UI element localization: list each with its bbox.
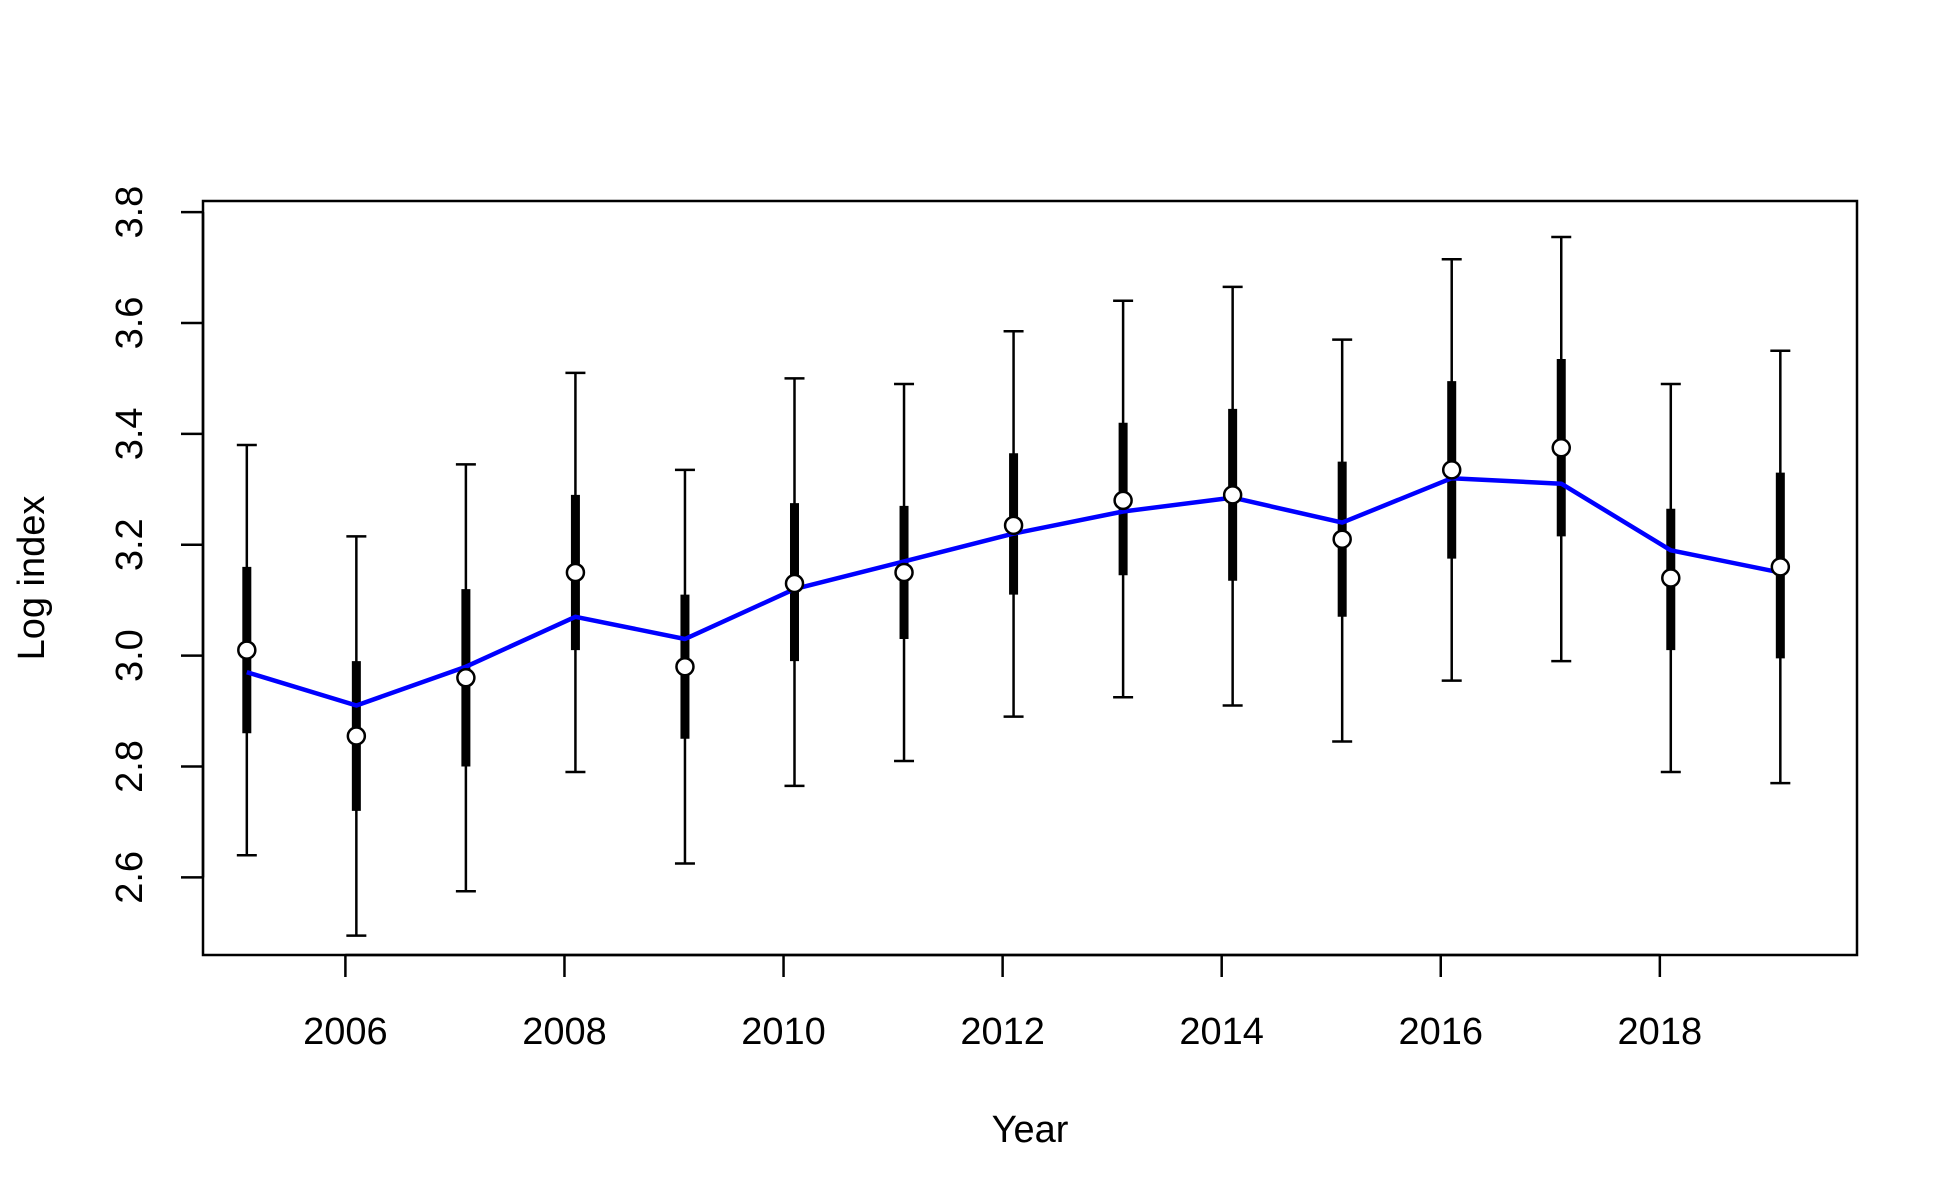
observed-point (1222, 485, 1243, 505)
plot-frame (201, 199, 1859, 957)
x-tick-label: 2018 (1618, 1011, 1703, 1053)
x-tick-label: 2016 (1398, 1011, 1483, 1053)
y-tick-label: 3.8 (109, 186, 151, 239)
observed-point (1332, 529, 1352, 549)
observed-point (1661, 568, 1681, 588)
y-tick-label: 3.0 (109, 629, 151, 682)
observed-point (1551, 437, 1572, 458)
x-tick-label: 2014 (1179, 1011, 1264, 1053)
observed-point (784, 573, 805, 594)
y-tick-label: 3.6 (109, 297, 151, 350)
observed-point (346, 726, 367, 746)
x-tick-label: 2012 (960, 1011, 1045, 1053)
y-tick-label: 2.6 (109, 851, 151, 904)
observed-point (1770, 557, 1791, 577)
observed-point (237, 640, 257, 660)
observed-point (894, 562, 914, 583)
observed-point (456, 668, 476, 688)
observed-point (565, 562, 586, 583)
x-tick-label: 2008 (522, 1011, 607, 1053)
y-tick-label: 3.2 (109, 518, 151, 571)
x-tick-label: 2010 (741, 1011, 826, 1053)
y-axis: 2.6 2.8 3.0 3.2 3.4 3.6 3.8 (109, 186, 205, 904)
x-tick-label: 2006 (303, 1011, 388, 1053)
observed-points (237, 437, 1791, 746)
observed-point (675, 656, 695, 677)
y-tick-label: 2.8 (109, 740, 151, 793)
observed-point (1003, 515, 1024, 536)
y-tick-label: 3.4 (109, 407, 151, 460)
observed-point (1113, 490, 1133, 511)
y-axis-title: Log index (11, 496, 53, 661)
x-axis-title: Year (992, 1109, 1069, 1151)
observed-point (1441, 460, 1462, 480)
x-axis: 2006 2008 2010 2012 2014 2016 2018 (303, 953, 1703, 1053)
